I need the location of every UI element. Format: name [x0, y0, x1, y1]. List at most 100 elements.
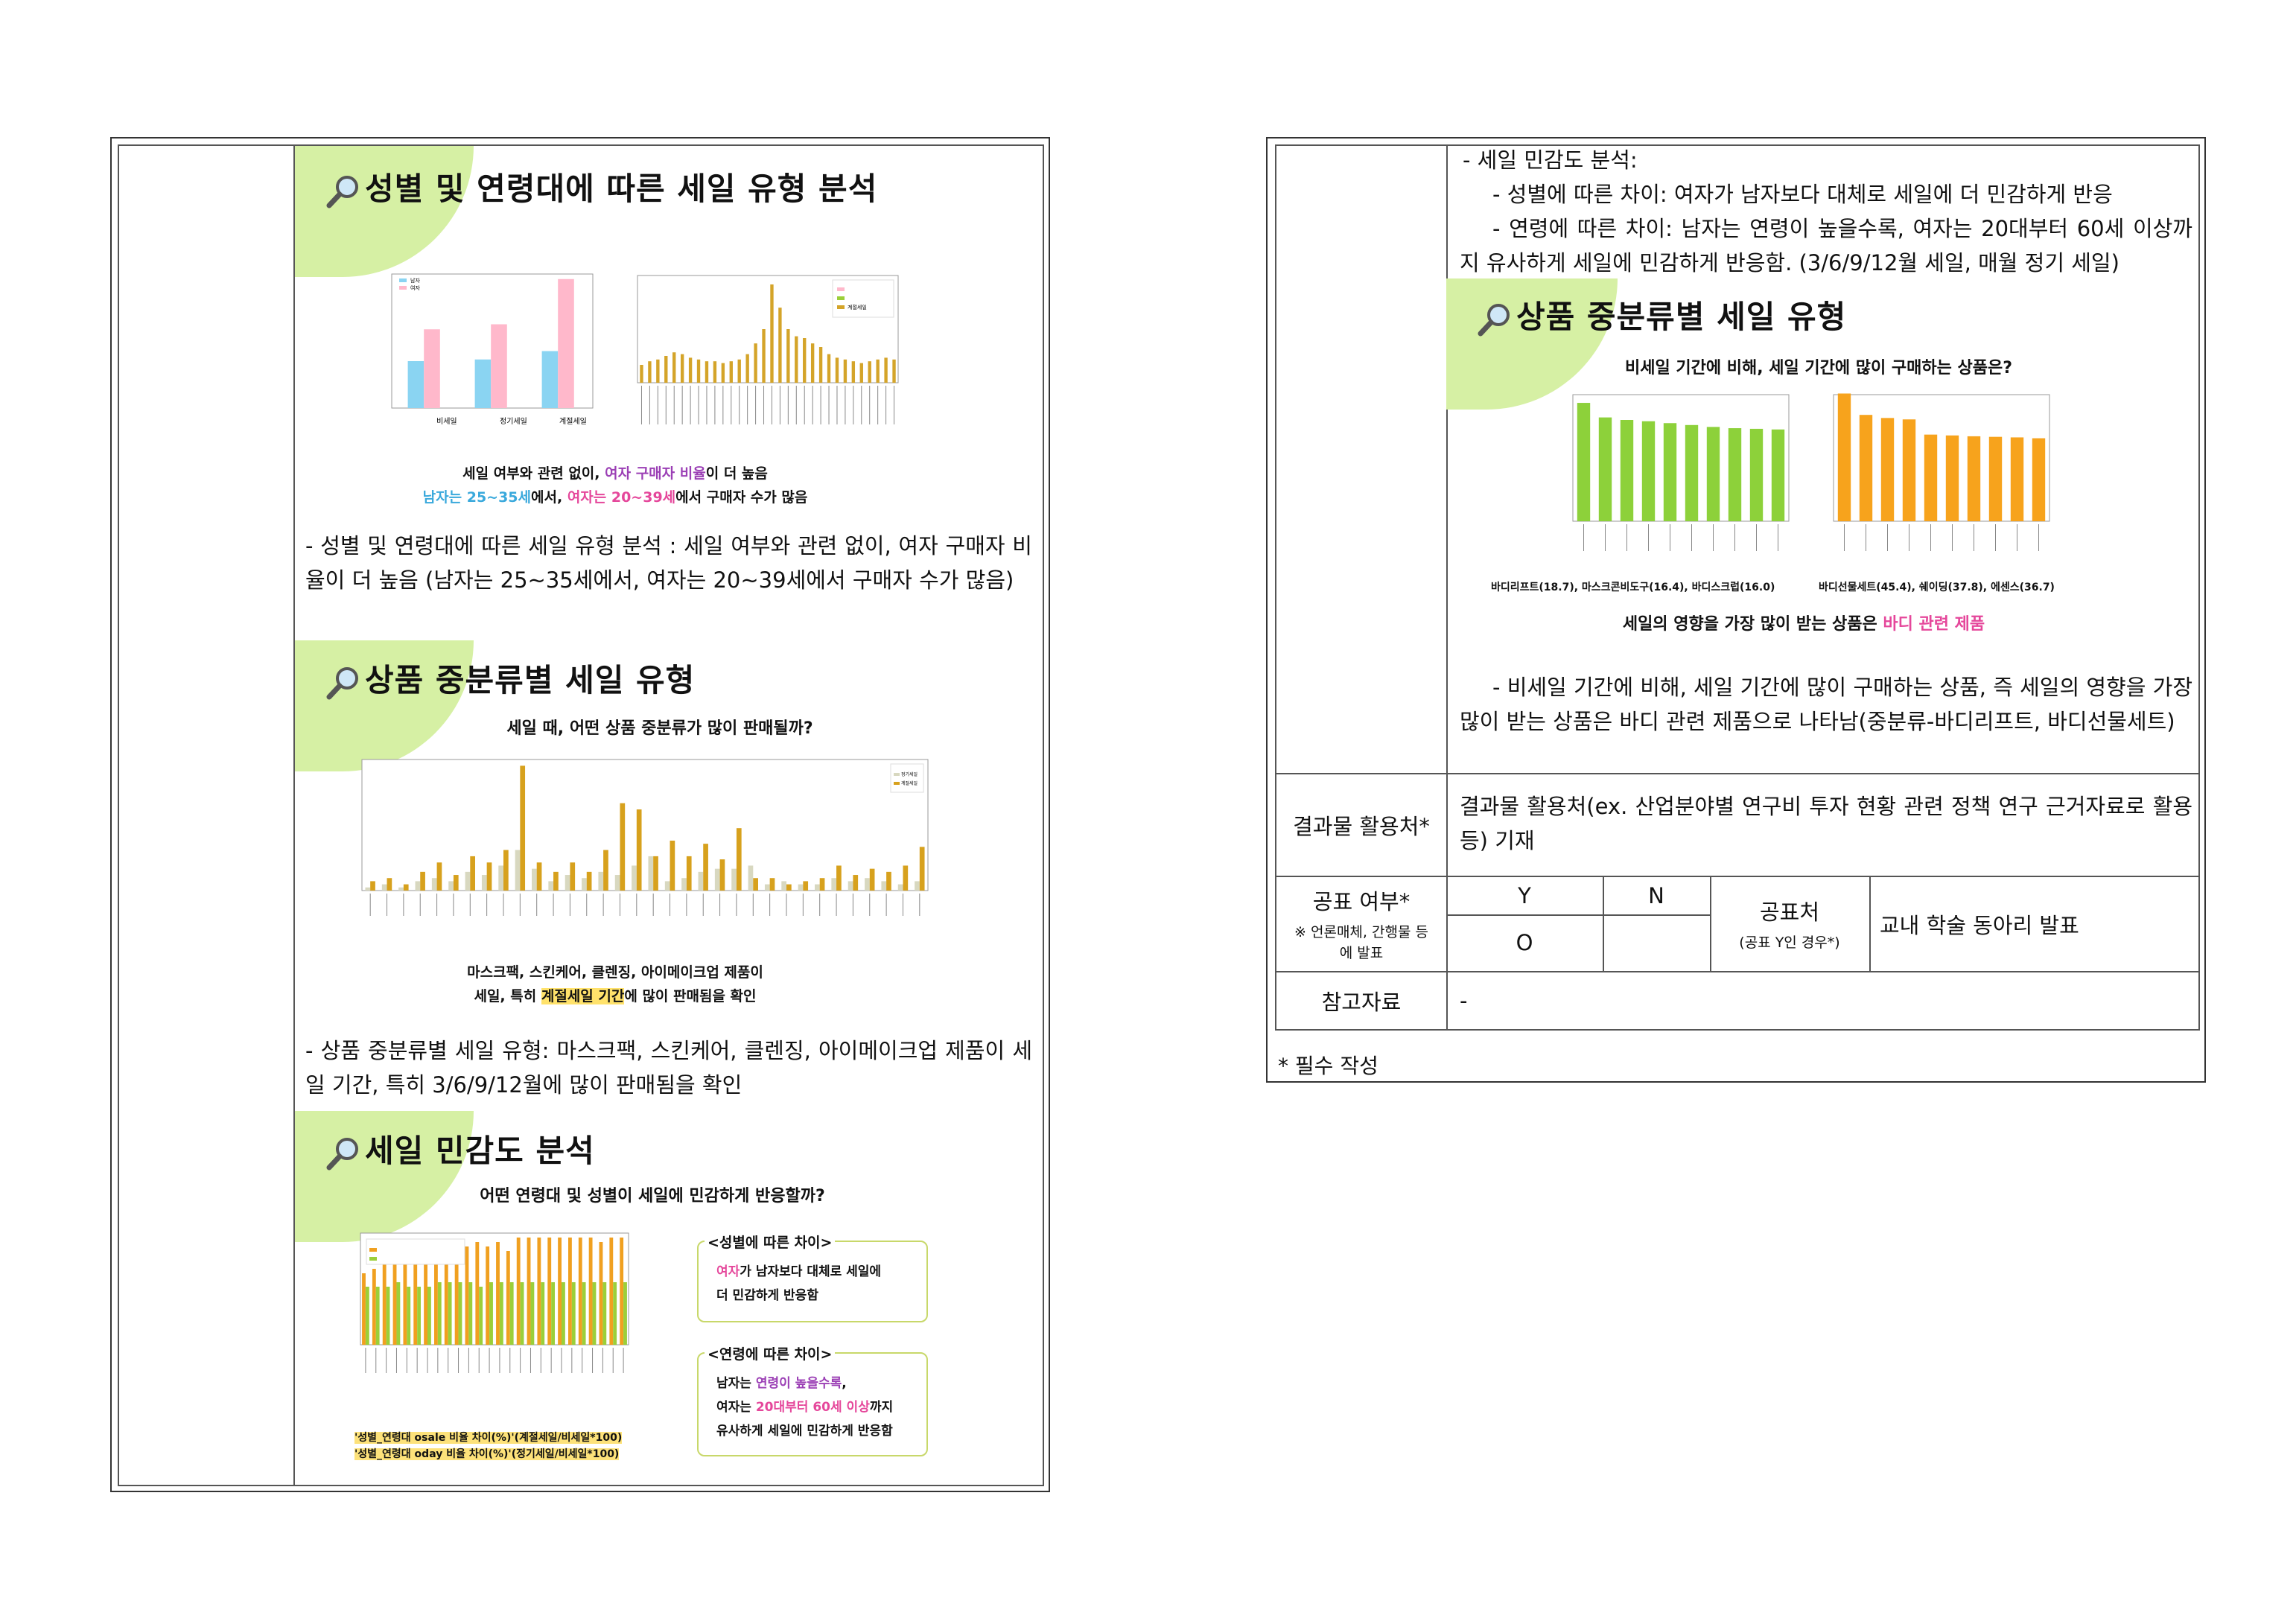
bar	[640, 365, 643, 383]
bar	[1577, 403, 1591, 521]
bar	[653, 856, 658, 891]
magnifier-icon	[326, 1137, 358, 1170]
bar	[387, 878, 392, 891]
bar	[795, 336, 798, 383]
bar	[620, 1238, 624, 1345]
bar	[859, 363, 863, 383]
bar	[686, 856, 692, 891]
bar	[568, 1238, 572, 1345]
bar	[748, 865, 754, 891]
callout-age: 남자는 연령이 높을수록, 여자는 20대부터 60세 이상까지 유사하게 세일…	[697, 1352, 928, 1456]
bar	[509, 1282, 514, 1345]
bar	[835, 357, 839, 383]
bar	[1685, 424, 1699, 521]
bar	[602, 1282, 607, 1345]
bar	[365, 887, 371, 891]
bar	[831, 878, 837, 891]
bar	[498, 865, 503, 891]
pub-place-note: (공표 Y인 경우*)	[1739, 934, 1840, 951]
bar	[786, 329, 790, 383]
section3-title: 세일 민감도 분석	[325, 1126, 595, 1172]
bar	[851, 361, 856, 383]
bar	[506, 1251, 510, 1345]
bar	[843, 359, 848, 383]
bar	[1945, 435, 1959, 521]
bar	[582, 1282, 586, 1345]
bar	[632, 865, 637, 891]
tick-label: 정기세일	[500, 417, 527, 426]
bar	[417, 1287, 421, 1345]
bar	[431, 878, 437, 891]
bar	[1728, 428, 1742, 521]
bar	[398, 887, 404, 891]
bar	[670, 840, 675, 891]
legend-label: 계절세일	[901, 780, 918, 786]
legend-swatch	[399, 286, 407, 290]
bar	[503, 850, 509, 891]
bar	[868, 361, 871, 383]
bar	[897, 884, 903, 891]
intro-line1: - 세일 민감도 분석:	[1463, 147, 1638, 173]
bar	[415, 881, 421, 891]
bar	[436, 862, 442, 891]
bar	[407, 361, 424, 408]
bar	[705, 361, 709, 383]
bar	[479, 1287, 483, 1345]
bar	[892, 359, 896, 383]
bar	[520, 765, 526, 891]
bar	[713, 361, 717, 383]
bar	[532, 868, 537, 891]
right-page: - 세일 민감도 분석: - 성별에 따른 차이: 여자가 남자보다 대체로 세…	[1266, 137, 2206, 1083]
bar	[1988, 436, 2003, 521]
bar	[736, 828, 742, 891]
bar	[499, 1282, 503, 1345]
result-label: 결과물 활용처*	[1275, 773, 1448, 877]
bar	[598, 871, 604, 891]
left-content-column: 성별 및 연령대에 따른 세일 유형 분석 비세일 정기세일 계절세일 남자 여…	[295, 144, 1044, 1486]
bar	[603, 850, 608, 891]
bar	[2010, 437, 2024, 521]
bar	[381, 884, 387, 891]
bar	[515, 850, 521, 891]
bar	[496, 1242, 500, 1345]
bar	[614, 875, 620, 891]
bar	[609, 1238, 614, 1345]
magnifier-icon	[326, 666, 358, 699]
ref-label: 참고자료	[1275, 971, 1448, 1031]
bar	[537, 1238, 541, 1345]
bar	[672, 352, 676, 383]
bar	[919, 847, 925, 891]
bar	[413, 1255, 418, 1345]
bar	[636, 809, 642, 891]
sensitivity-legend: '성별_연령대 osale 비율 차이(%)'(계절세일/비세일*100) '성…	[354, 1432, 623, 1460]
pub-n-header: N	[1603, 876, 1711, 916]
bar	[481, 875, 487, 891]
tick-label: 계절세일	[559, 416, 587, 426]
footnote: * 필수 작성	[1278, 1054, 1378, 1078]
pub-n-value	[1603, 914, 1711, 972]
bar	[370, 881, 375, 891]
bar	[1641, 421, 1656, 521]
bar	[648, 856, 654, 891]
bar	[719, 859, 725, 891]
ref-value: -	[1446, 971, 2200, 1031]
left-label-column	[118, 144, 295, 1486]
bar	[819, 878, 825, 891]
bar	[547, 1238, 552, 1345]
bar	[620, 803, 626, 891]
chart-left-label: 바디리프트(18.7), 마스크콘비도구(16.4), 바디스크럽(16.0)	[1491, 582, 1775, 593]
bar	[536, 862, 542, 891]
bar	[827, 354, 831, 383]
bar	[582, 878, 587, 891]
bar	[884, 357, 888, 383]
chart-gender-sale: 비세일 정기세일 계절세일 남자 여자	[391, 273, 594, 426]
bar	[424, 1260, 427, 1345]
bar	[764, 884, 770, 891]
bar	[420, 871, 425, 891]
bar	[592, 1282, 597, 1345]
section2-title: 상품 중분류별 세일 유형	[325, 655, 695, 701]
legend-label: 남자	[410, 277, 420, 284]
bar	[530, 1282, 535, 1345]
bar	[1771, 429, 1785, 521]
bar	[745, 354, 749, 383]
